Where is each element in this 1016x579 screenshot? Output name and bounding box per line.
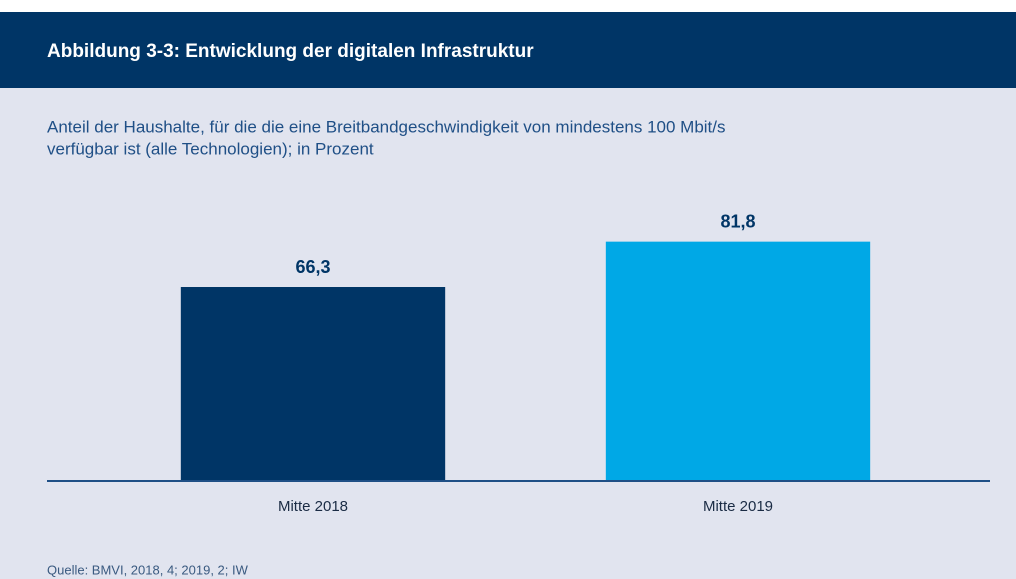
subtitle: verfügbar ist (alle Technologien); in Pr… [47,139,374,158]
subtitle: Anteil der Haushalte, für die die eine B… [47,117,726,136]
data-label: 66,3 [295,257,330,277]
data-label: 81,8 [720,211,755,231]
bar [605,241,871,481]
x-tick-label: Mitte 2018 [278,498,348,515]
bar [180,287,446,481]
header [0,12,1016,88]
source: Quelle: BMVI, 2018, 4; 2019, 2; IW [47,562,249,577]
x-tick-label: Mitte 2019 [703,498,773,515]
chart-title: Abbildung 3-3: Entwicklung der digitalen… [47,41,534,62]
